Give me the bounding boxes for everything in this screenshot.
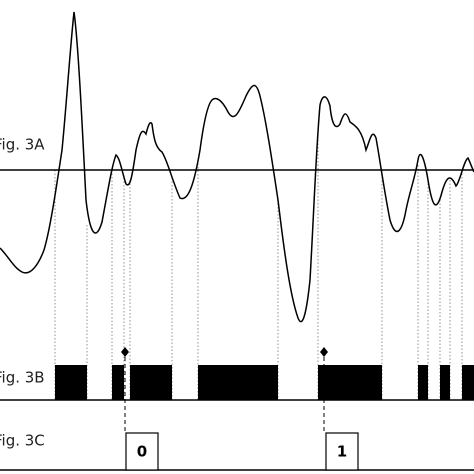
box-label: 0 [137, 443, 147, 461]
output-box [125, 432, 159, 471]
pulse-bars [55, 365, 474, 400]
box-label: 1 [337, 443, 347, 461]
fig-label: Fig. 3C [0, 432, 45, 450]
fig-label: Fig. 3A [0, 136, 45, 154]
output-box [325, 432, 359, 471]
marker [320, 347, 328, 357]
fig-label: Fig. 3B [0, 369, 45, 387]
guide-lines [54, 140, 463, 400]
marker [121, 347, 129, 357]
waveform [0, 11, 474, 323]
